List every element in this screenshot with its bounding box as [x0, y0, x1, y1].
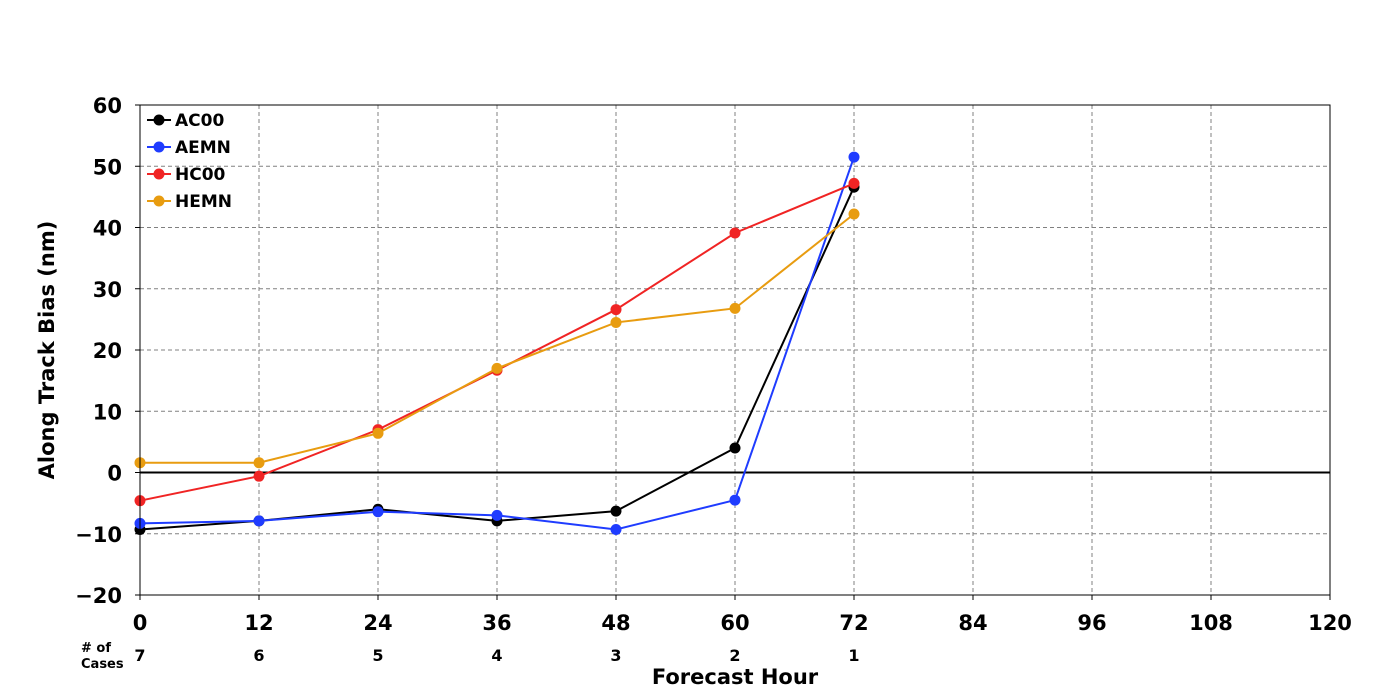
- legend-marker: [153, 168, 165, 180]
- x-tick-label: 96: [1077, 611, 1106, 635]
- legend-label: HC00: [175, 165, 226, 185]
- legend-marker: [153, 141, 165, 153]
- y-tick-label: 30: [93, 278, 122, 302]
- series-line-hc00: [139, 182, 855, 502]
- data-point-aemn: [729, 494, 741, 506]
- x-tick-label: 108: [1189, 611, 1233, 635]
- data-point-aemn: [491, 509, 503, 521]
- x-tick-label: 84: [958, 611, 987, 635]
- case-count: 5: [372, 646, 383, 665]
- data-point-ac00: [729, 442, 741, 454]
- case-count: 3: [610, 646, 621, 665]
- y-tick-label: −20: [75, 584, 122, 608]
- x-tick-label: 72: [839, 611, 868, 635]
- y-axis-label: Along Track Bias (nm): [35, 221, 59, 480]
- y-tick-label: −10: [75, 523, 122, 547]
- cases-label: # of: [81, 641, 111, 656]
- legend-marker: [153, 195, 165, 207]
- y-tick-label: 60: [93, 94, 122, 118]
- legend: AC00 AEMN HC00 HEMN: [147, 111, 232, 212]
- x-tick-label: 12: [244, 611, 273, 635]
- x-tick-label: 48: [601, 611, 630, 635]
- data-point-hemn: [253, 457, 265, 469]
- y-tick-label: 10: [93, 400, 122, 424]
- data-point-hemn: [372, 427, 384, 439]
- series-lines: [134, 151, 860, 535]
- data-point-aemn: [253, 515, 265, 527]
- x-tick-label: 60: [720, 611, 749, 635]
- y-tick-label: 20: [93, 339, 122, 363]
- legend-label: AEMN: [175, 138, 231, 158]
- data-point-hc00: [729, 227, 741, 239]
- data-point-hemn: [729, 302, 741, 314]
- y-tick-labels: −20 −10 0 10 20 30 40 50 60: [75, 94, 140, 608]
- legend-label: AC00: [175, 111, 224, 131]
- y-tick-label: 50: [93, 155, 122, 179]
- data-point-hc00: [253, 470, 265, 482]
- case-count: 4: [491, 646, 502, 665]
- data-point-hemn: [848, 208, 860, 220]
- legend-label: HEMN: [175, 192, 232, 212]
- x-tick-label: 120: [1308, 611, 1352, 635]
- grid-lines: [140, 105, 1330, 595]
- data-point-hemn: [491, 362, 503, 374]
- data-point-hemn: [610, 316, 622, 328]
- data-point-ac00: [610, 505, 622, 517]
- x-tick-label: 36: [482, 611, 511, 635]
- y-tick-label: 40: [93, 217, 122, 241]
- x-tick-label: 24: [363, 611, 392, 635]
- case-count: 1: [848, 646, 859, 665]
- cases-label: Cases: [81, 657, 124, 672]
- y-tick-label: 0: [107, 462, 122, 486]
- case-count: 2: [729, 646, 740, 665]
- data-point-aemn: [610, 523, 622, 535]
- data-point-aemn: [848, 151, 860, 163]
- data-point-aemn: [372, 506, 384, 518]
- legend-marker: [153, 114, 165, 126]
- x-tick-label: 0: [133, 611, 148, 635]
- data-point-hc00: [610, 304, 622, 316]
- cases-row: 7 6 5 4 3 2 1: [134, 646, 859, 665]
- data-point-hc00: [848, 177, 860, 189]
- x-axis-label: Forecast Hour: [652, 665, 819, 689]
- case-count: 6: [253, 646, 264, 665]
- x-tick-labels: 0 12 24 36 48 60 72 84 96 108 120: [133, 595, 1352, 635]
- case-count: 7: [134, 646, 145, 665]
